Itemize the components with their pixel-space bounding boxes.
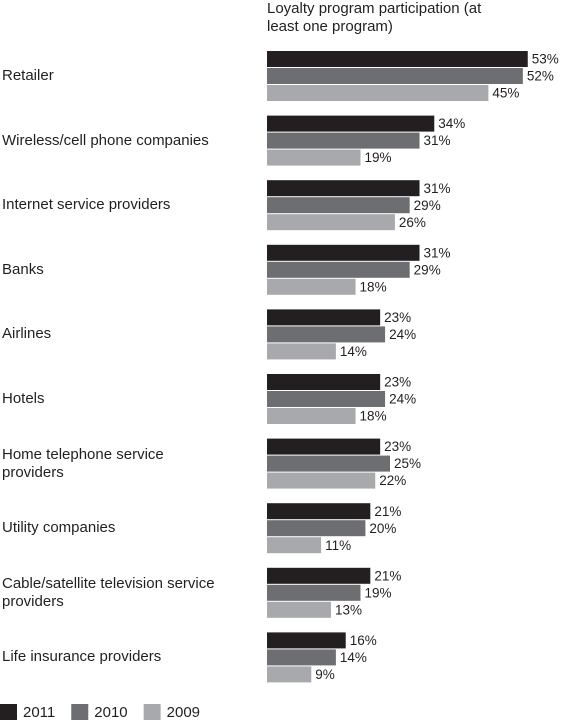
category-label: Retailer: [2, 67, 54, 84]
bar: [267, 244, 420, 261]
value-label: 29%: [414, 262, 441, 277]
category-label: Cable/satellite television service provi…: [2, 574, 215, 610]
value-label: 53%: [532, 52, 559, 67]
value-label: 13%: [335, 602, 362, 617]
bar: [267, 666, 312, 683]
bar: [267, 455, 390, 472]
bar: [267, 132, 420, 149]
value-label: 11%: [325, 538, 351, 553]
value-label: 31%: [424, 245, 451, 260]
bar: [267, 408, 356, 424]
value-label: 9%: [315, 667, 335, 682]
bar: [267, 214, 395, 231]
value-label: 26%: [399, 215, 426, 230]
bar: [267, 567, 371, 584]
bar: [267, 632, 346, 649]
value-label: 16%: [350, 633, 377, 648]
bar: [267, 197, 410, 214]
legend-label: 2010: [94, 704, 127, 721]
bar: [267, 374, 381, 390]
category-label: Life insurance providers: [2, 648, 162, 666]
bar: [267, 85, 489, 101]
bar: [267, 261, 410, 278]
bar: [267, 503, 371, 520]
bar: [267, 51, 528, 67]
value-label: 18%: [360, 409, 387, 424]
value-label: 31%: [424, 181, 451, 196]
value-label: 25%: [394, 456, 421, 471]
value-label: 31%: [424, 133, 451, 148]
legend-label: 2011: [23, 704, 55, 721]
value-label: 45%: [492, 86, 519, 101]
bar: [267, 68, 523, 84]
bar: [267, 180, 420, 197]
bar: [267, 115, 435, 132]
value-label: 14%: [340, 344, 367, 359]
value-label: 19%: [364, 585, 391, 600]
value-label: 18%: [360, 279, 387, 294]
value-label: 24%: [389, 392, 416, 407]
category-label: Banks: [2, 260, 44, 278]
bar: [267, 391, 386, 407]
bar: [267, 472, 376, 489]
category-label: Internet service providers: [2, 196, 171, 214]
value-label: 14%: [340, 650, 367, 665]
bar: [267, 326, 386, 343]
category-label: Hotels: [2, 390, 45, 407]
bar: [267, 601, 331, 618]
value-label: 29%: [414, 198, 441, 213]
value-label: 23%: [384, 375, 411, 390]
value-label: 20%: [369, 521, 396, 536]
bar: [267, 584, 361, 601]
bar: [267, 537, 322, 554]
value-label: 34%: [438, 116, 465, 131]
bar: [267, 149, 361, 166]
value-label: 24%: [389, 327, 416, 342]
category-label: Wireless/cell phone companies: [2, 131, 209, 149]
category-label: Home telephone service providers: [2, 445, 164, 481]
category-label: Airlines: [2, 325, 52, 343]
value-label: 21%: [374, 504, 401, 519]
value-label: 23%: [384, 310, 411, 325]
value-label: 23%: [384, 439, 411, 454]
category-label: Utility companies: [2, 519, 116, 537]
bar: [267, 520, 366, 537]
bar: [267, 438, 381, 455]
chart-title: Loyalty program participation (at least …: [267, 0, 482, 35]
value-label: 19%: [364, 150, 391, 165]
value-label: 21%: [374, 568, 401, 583]
legend-swatch: [71, 704, 89, 720]
value-label: 52%: [527, 69, 554, 84]
legend-label: 2009: [167, 704, 200, 721]
legend-swatch: [143, 704, 161, 720]
bar: [267, 309, 381, 326]
legend-swatch: [0, 704, 17, 720]
value-label: 22%: [379, 473, 406, 488]
bar: [267, 278, 356, 295]
bar: [267, 649, 336, 666]
bar: [267, 343, 336, 360]
